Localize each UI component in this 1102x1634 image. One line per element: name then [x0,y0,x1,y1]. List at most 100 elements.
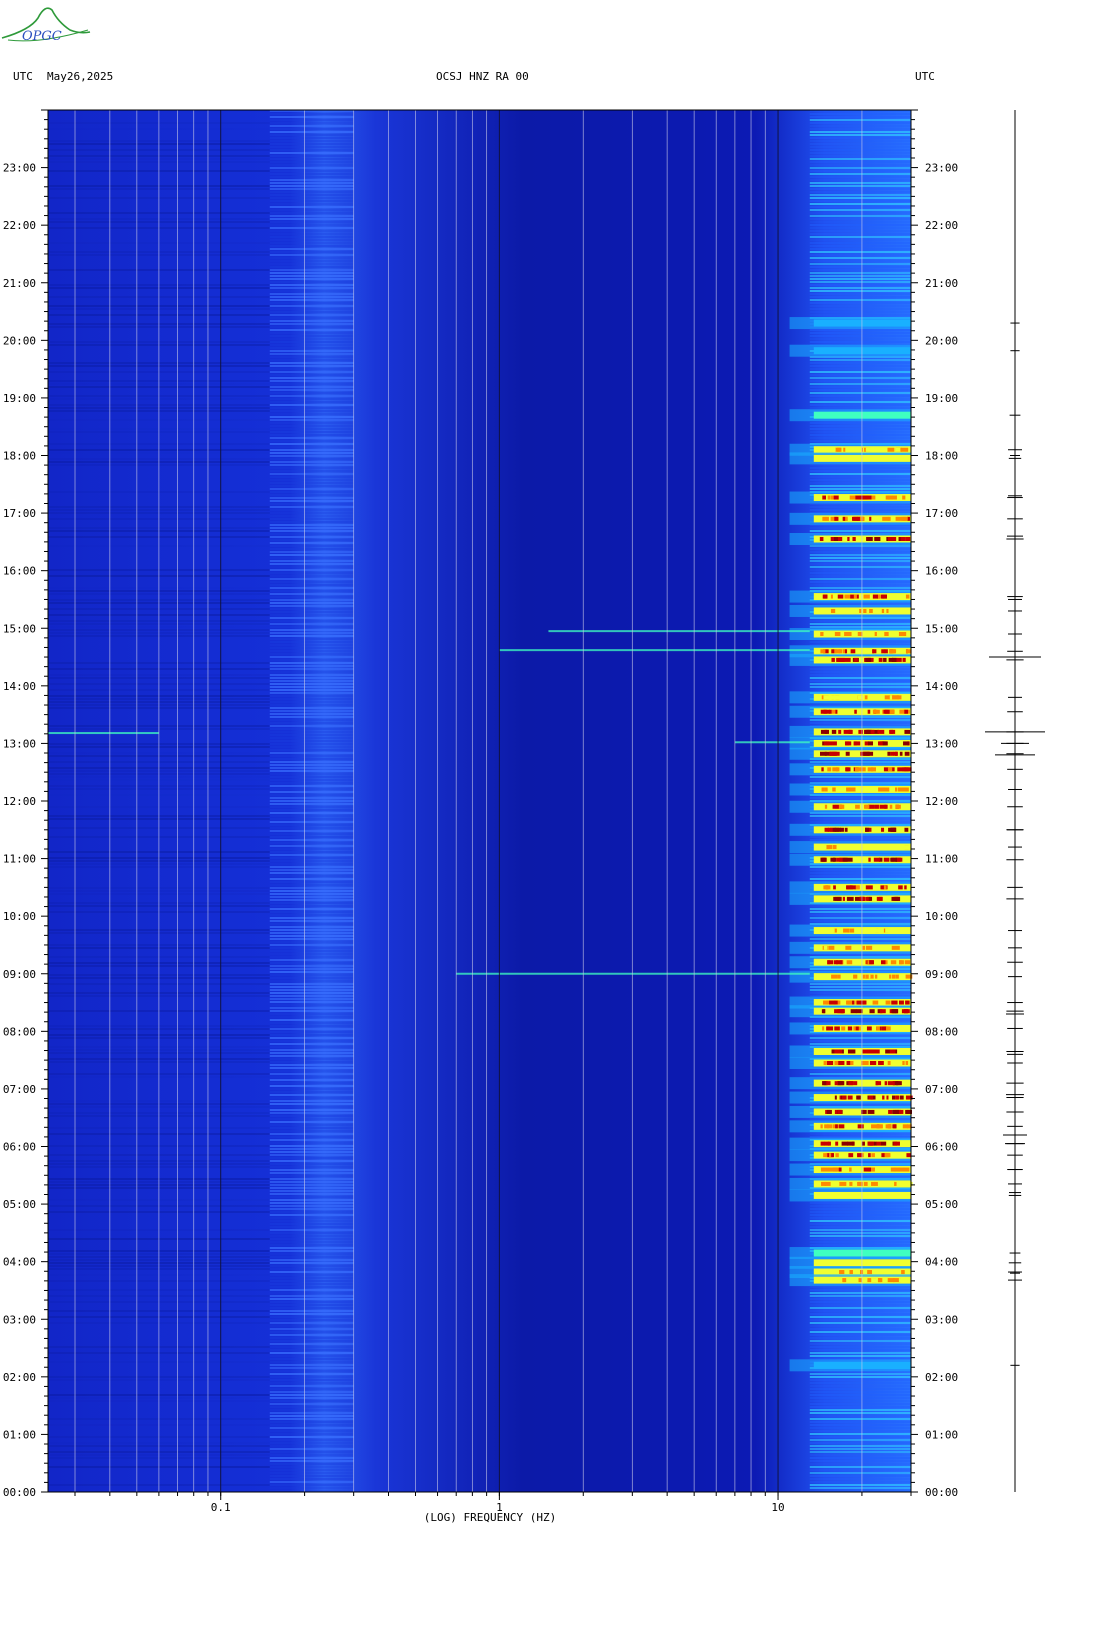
microseism-stripe [269,1286,354,1288]
event-band [813,958,911,966]
microseism-stripe [269,347,354,349]
event-hotspot [835,709,838,714]
microseism-stripe [269,500,354,502]
high-band-stripe [809,557,911,559]
event-hotspot [867,1109,875,1114]
event-hotspot [888,827,895,832]
high-band-stripe [809,1439,911,1441]
high-band-stripe [809,1322,911,1324]
high-band-stripe [809,1205,911,1207]
event-hotspot [896,695,902,700]
microseism-stripe [269,800,354,802]
event-hotspot [871,1095,876,1100]
event-hotspot [892,536,897,541]
high-band-stripe [809,1457,911,1459]
microseism-stripe [269,395,354,397]
event-hotspot [874,804,879,809]
event-hotspot [876,536,879,541]
microseism-stripe [269,740,354,742]
event-hotspot [887,767,893,772]
header-right-tz: UTC [915,70,935,83]
high-band-stripe [809,368,911,370]
high-band-stripe [809,1448,911,1450]
event-hotspot [836,845,842,850]
microseism-stripe [269,1034,354,1036]
microseism-stripe [269,914,354,916]
microseism-stripe [269,1007,354,1009]
high-band-stripe [809,1346,911,1348]
microseism-stripe [269,1478,354,1480]
microseism-stripe [269,1205,354,1207]
microseism-stripe [269,1019,354,1021]
microseism-stripe [269,509,354,511]
high-band-stripe [809,383,911,385]
microseism-stripe [269,719,354,721]
microseism-stripe [269,167,354,169]
microseism-stripe [269,1211,354,1213]
event-band [813,1249,911,1257]
microseism-stripe [269,998,354,1000]
event-hotspot [839,845,844,850]
event-hotspot [878,657,883,662]
microseism-stripe [269,581,354,583]
event-hotspot [896,657,902,662]
event-hotspot [862,945,865,950]
microseism-stripe [269,533,354,535]
event-hotspot [904,827,909,832]
event-hotspot [844,649,848,654]
microseism-stripe [269,1070,354,1072]
event-hotspot [881,649,886,654]
microseism-stripe [269,1076,354,1078]
microseism-stripe [269,1091,354,1093]
event-hotspot [882,1095,885,1100]
event-hotspot [881,608,885,613]
high-band-stripe [809,992,911,994]
event-hotspot [904,729,911,734]
event-hotspot [825,741,830,746]
high-band-stripe [809,1382,911,1384]
high-band-stripe [809,221,911,223]
microseism-stripe [269,773,354,775]
microseism-stripe [269,1178,354,1180]
high-band-stripe [809,1400,911,1402]
microseism-stripe [269,896,354,898]
high-band-stripe [809,503,911,505]
event-hotspot [831,709,836,714]
event-hotspot [872,649,875,654]
event-hotspot [863,1181,868,1186]
event-hotspot [884,1081,888,1086]
microseism-stripe [269,1334,354,1336]
event-hotspot [880,885,884,890]
microseism-stripe [269,197,354,199]
microseism-stripe [269,374,354,376]
microseism-stripe [269,164,354,166]
event-hotspot [830,495,837,500]
high-band-stripe [809,1334,911,1336]
high-band-stripe [809,1358,911,1360]
event-hotspot [826,1109,832,1114]
event-hotspot [898,632,903,637]
event-hotspot [869,1049,877,1054]
high-band-stripe [809,185,911,187]
spectrogram-background [48,110,911,1492]
microseism-stripe [269,920,354,922]
event-hotspot [835,751,840,756]
event-hotspot [888,657,894,662]
high-band-stripe [809,1349,911,1351]
microseism-stripe [269,1046,354,1048]
high-band-stripe [809,236,911,238]
event-hotspot [895,857,903,862]
event-hotspot [880,787,886,792]
high-band-stripe [809,233,911,235]
event-hotspot [822,1081,827,1086]
y-tick-label-left: 16:00 [3,565,36,578]
high-band-stripe [809,284,911,286]
event-band [813,1191,911,1199]
microseism-stripe [269,899,354,901]
event-hotspot [866,1026,872,1031]
microseism-stripe [269,686,354,688]
microseism-stripe [269,1112,354,1114]
event-hotspot [821,767,824,772]
event-hotspot [826,1026,830,1031]
high-band-stripe [809,260,911,262]
